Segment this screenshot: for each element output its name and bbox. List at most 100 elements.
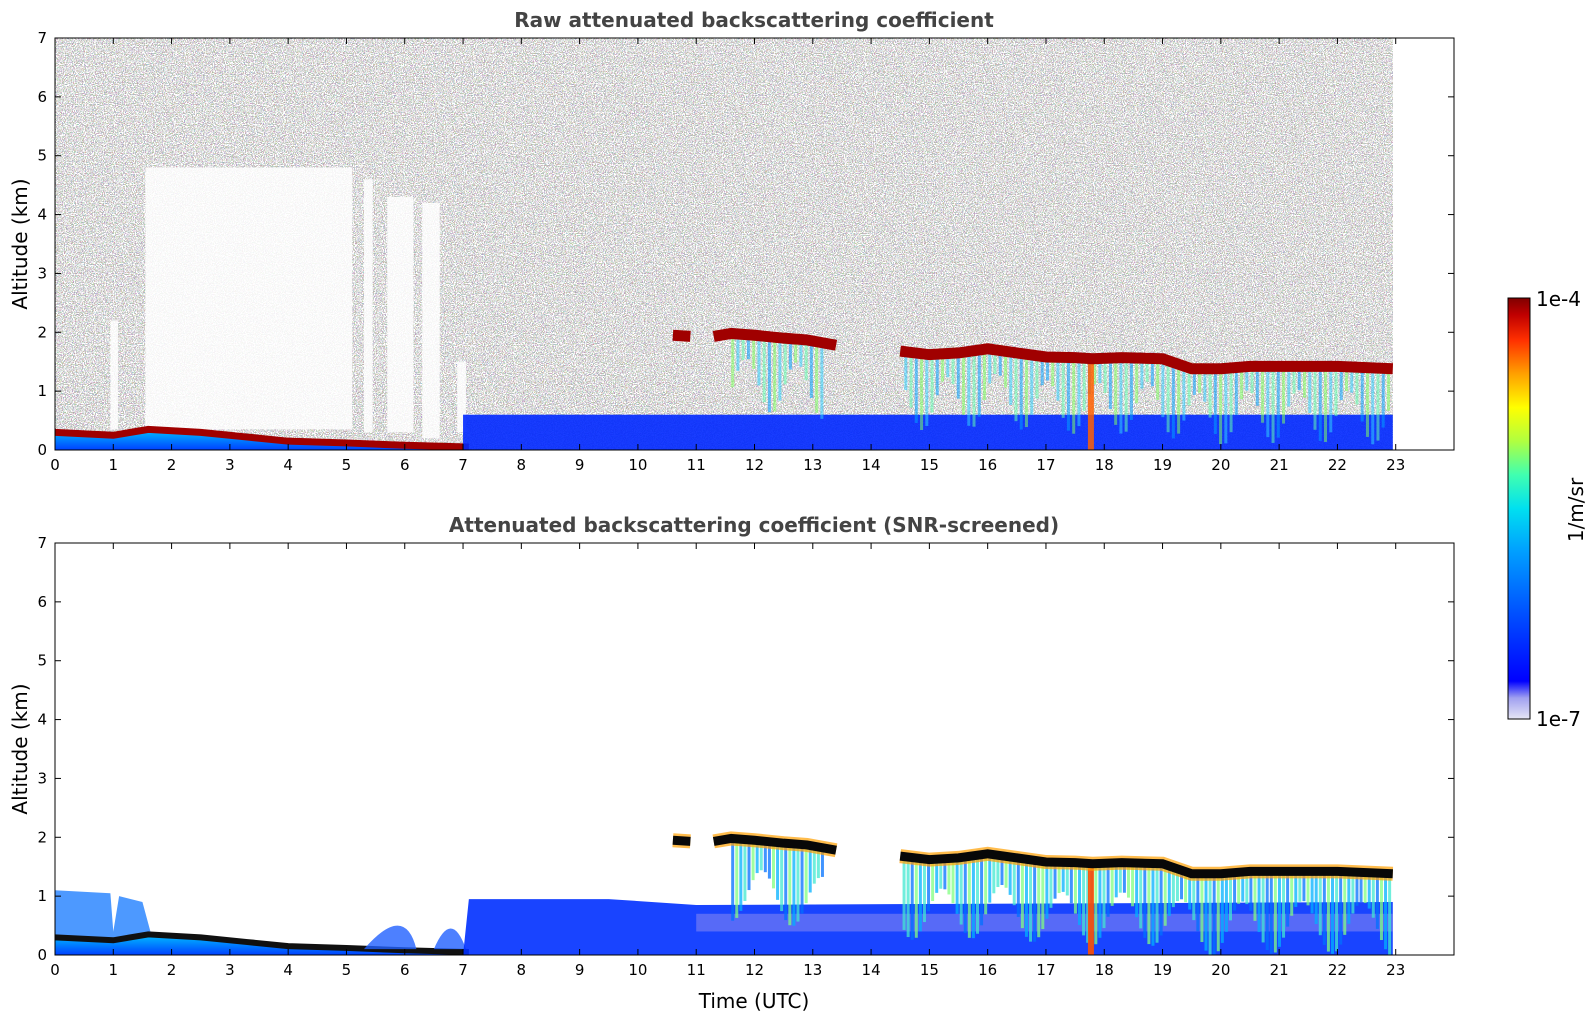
virga-streak: [1343, 871, 1347, 935]
virga-streak: [902, 856, 906, 930]
virga-streak: [1065, 862, 1069, 896]
virga-streak: [1182, 365, 1186, 421]
virga-streak: [976, 855, 980, 934]
x-tick-label: 22: [1328, 456, 1347, 474]
virga-streak: [971, 855, 975, 939]
virga-streak: [1388, 873, 1392, 955]
virga-streak: [1069, 862, 1073, 904]
x-tick-label: 23: [1386, 961, 1405, 979]
virga-streak: [1339, 871, 1343, 945]
virga-streak: [735, 838, 739, 918]
virga-streak: [1245, 871, 1249, 905]
virga-streak: [762, 336, 766, 403]
plume: [363, 925, 417, 950]
virga-streak: [988, 853, 992, 903]
virga-streak: [808, 845, 812, 893]
virga-streak: [1175, 868, 1179, 902]
virga-streak: [1156, 358, 1160, 400]
virga-streak: [1355, 367, 1359, 405]
virga-streak: [1140, 358, 1144, 389]
virga-streak: [1098, 358, 1102, 384]
virga-streak: [1253, 871, 1257, 921]
virga-streak: [951, 353, 955, 384]
x-tick-label: 8: [517, 456, 527, 474]
virga-streak: [1016, 857, 1020, 917]
virga-streak: [1073, 862, 1077, 914]
clear-region: [422, 202, 440, 439]
virga-streak: [1208, 368, 1212, 418]
virga-streak: [1224, 368, 1228, 444]
virga-streak: [1318, 871, 1322, 936]
virga-streak: [1129, 357, 1133, 421]
virga-streak: [1282, 871, 1286, 938]
virga-streak: [959, 857, 963, 925]
virga-streak: [1310, 871, 1314, 914]
virga-streak: [1166, 360, 1170, 433]
x-tick-label: 9: [575, 456, 585, 474]
virga-streak: [1314, 871, 1318, 925]
virga-streak: [1066, 357, 1070, 431]
virga-streak: [1359, 872, 1363, 903]
virga-streak: [1249, 871, 1253, 911]
virga-streak: [1200, 873, 1204, 943]
virga-streak: [1287, 366, 1291, 407]
virga-streak: [751, 840, 755, 881]
virga-streak: [930, 354, 934, 413]
virga-streak: [914, 857, 918, 938]
clear-region: [363, 179, 373, 433]
x-tick-label: 11: [687, 456, 706, 474]
virga-streak: [910, 857, 914, 940]
virga-streak: [1273, 871, 1277, 953]
virga-streak: [1122, 862, 1126, 893]
virga-streak: [1212, 873, 1216, 955]
virga-streak: [1234, 367, 1238, 416]
virga-streak: [983, 349, 987, 401]
virga-streak: [1014, 352, 1018, 422]
virga-streak: [1086, 863, 1090, 943]
virga-streak: [778, 337, 782, 401]
virga-streak: [804, 339, 808, 381]
y-tick-label: 3: [37, 264, 47, 282]
virga-streak: [1228, 873, 1232, 921]
virga-streak: [1233, 872, 1237, 911]
virga-streak: [909, 352, 913, 408]
virga-streak: [747, 839, 751, 891]
x-tick-label: 2: [167, 961, 177, 979]
y-tick-label: 2: [37, 323, 47, 341]
x-tick-label: 16: [978, 456, 997, 474]
virga-streak: [1108, 358, 1112, 410]
virga-streak: [1139, 863, 1143, 929]
virga-streak: [1204, 873, 1208, 951]
virga-streak: [804, 844, 808, 904]
virga-streak: [1135, 357, 1139, 404]
virga-streak: [1143, 863, 1147, 938]
screened-backscatter-panel: Attenuated backscattering coefficient (S…: [8, 513, 1455, 1013]
virga-streak: [1009, 351, 1013, 406]
virga-streak: [1351, 872, 1355, 914]
virga-streak: [771, 841, 775, 889]
virga-streak: [1192, 873, 1196, 921]
y-tick-label: 6: [37, 593, 47, 611]
virga-streak: [1035, 355, 1039, 399]
virga-streak: [977, 350, 981, 417]
virga-streak: [918, 858, 922, 932]
virga-streak: [788, 338, 792, 370]
virga-streak: [1004, 856, 1008, 888]
x-tick-label: 20: [1211, 456, 1230, 474]
virga-streak: [939, 859, 943, 889]
virga-streak: [1114, 357, 1118, 425]
virga-streak: [1171, 361, 1175, 439]
virga-streak: [1024, 859, 1028, 937]
virga-streak: [820, 342, 824, 419]
plume: [433, 928, 466, 950]
virga-streak: [783, 338, 787, 385]
virga-streak: [1326, 871, 1330, 952]
y-tick-label: 4: [37, 711, 47, 729]
virga-streak: [796, 844, 800, 922]
virga-streak: [1118, 862, 1122, 893]
cloud-base: [672, 833, 1393, 879]
y-tick-label: 1: [37, 887, 47, 905]
virga-streak: [757, 335, 761, 386]
y-tick-label: 1: [37, 382, 47, 400]
y-tick-label: 4: [37, 206, 47, 224]
